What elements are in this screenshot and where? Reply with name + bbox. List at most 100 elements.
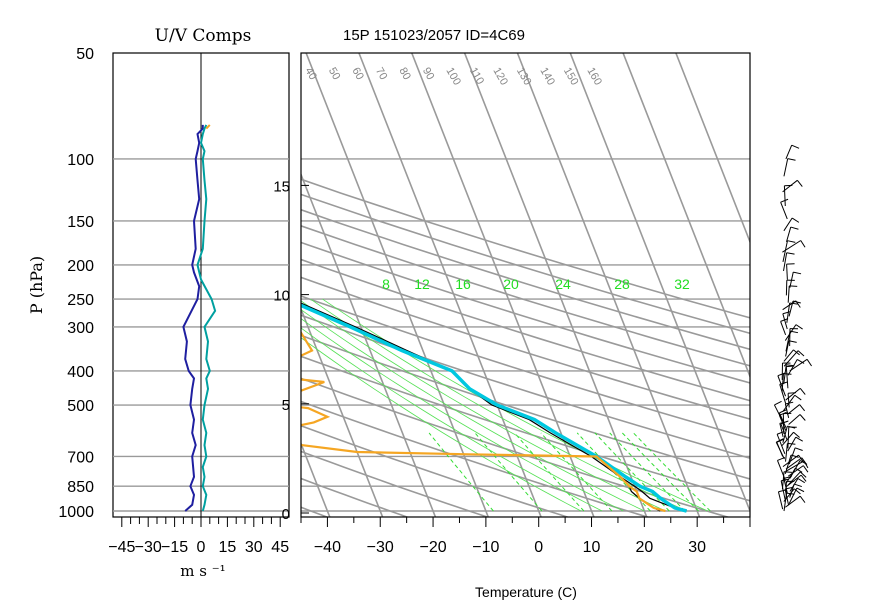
isotherm	[301, 306, 384, 517]
wind-barb	[786, 467, 796, 484]
wind-barb	[783, 252, 788, 272]
wind-barb	[787, 393, 790, 408]
wind-barb-feather	[796, 359, 805, 364]
wind-barb-feather	[780, 420, 789, 425]
wind-barb-feather	[775, 438, 784, 443]
wind-barb-feather	[791, 144, 800, 149]
uv-series-line	[196, 124, 217, 512]
wind-barb	[782, 240, 788, 262]
mixing-ratio-label: 16	[455, 276, 471, 292]
wind-barb-feather	[780, 198, 789, 203]
wind-barb	[787, 426, 790, 449]
mixing-ratio-label: 24	[555, 276, 571, 292]
wind-barb	[785, 330, 791, 352]
theta-e-label: 60	[349, 66, 366, 83]
wind-barb	[788, 465, 804, 477]
wind-barb	[785, 145, 793, 160]
dry-adiabat	[301, 276, 750, 420]
dry-adiabat	[301, 424, 570, 517]
theta-e-label: 100	[443, 66, 463, 88]
isotherm	[305, 53, 490, 517]
wind-barb-feather	[781, 478, 790, 482]
theta-e-label: 90	[420, 66, 437, 83]
wind-barb-feather	[803, 460, 809, 469]
temperature-axis-label: Temperature (C)	[475, 584, 577, 600]
uv-x-tick-label: 0	[197, 539, 206, 556]
wind-barb-feather	[787, 158, 796, 161]
theta-e-label: 110	[467, 66, 486, 87]
theta-e-label: 50	[326, 66, 343, 83]
mixing-ratio-label: 28	[614, 276, 630, 292]
dry-adiabat	[301, 400, 651, 517]
wind-barb	[789, 358, 808, 372]
uv-x-tick-label: −45	[108, 539, 135, 556]
theta-e-label: 40	[302, 66, 319, 83]
wind-barb	[786, 404, 800, 415]
wind-barb	[785, 460, 805, 472]
wind-barb-feather	[788, 392, 797, 394]
isotherm	[516, 53, 701, 517]
wind-barb	[789, 483, 795, 498]
wind-barb-feather	[776, 430, 785, 435]
mixing-ratio-line	[633, 432, 711, 512]
moist-adiabat	[301, 309, 645, 512]
wind-barb-feather	[786, 364, 795, 367]
wind-barb	[783, 158, 789, 177]
temperature-tick-label: −30	[367, 539, 394, 556]
wind-barb	[783, 349, 794, 362]
wind-barb	[783, 217, 793, 232]
theta-e-label: 130	[514, 66, 534, 88]
wind-barb-feather	[786, 365, 795, 368]
wind-barb	[788, 414, 801, 425]
wind-barb-feather	[777, 456, 786, 461]
sounding-line	[301, 330, 666, 513]
sounding-line	[301, 303, 688, 513]
wind-barb	[779, 423, 784, 438]
wind-barb-feather	[796, 487, 805, 493]
wind-barb	[788, 487, 798, 504]
wind-barb	[787, 285, 790, 303]
mixing-ratio-label: 8	[382, 276, 390, 292]
wind-barb-feather	[789, 285, 798, 287]
pressure-tick-label: 150	[67, 214, 94, 231]
wind-barb	[783, 364, 787, 385]
uv-x-tick-label: 30	[245, 539, 263, 556]
dry-adiabat	[301, 295, 750, 440]
wind-barb	[782, 454, 799, 468]
pressure-tick-label: 50	[76, 46, 94, 63]
theta-e-label: 140	[537, 66, 557, 88]
pressure-tick-label: 250	[67, 292, 94, 309]
wind-barb	[783, 350, 799, 367]
isotherm	[622, 53, 750, 379]
pressure-tick-label: 200	[67, 258, 94, 275]
wind-barb-feather	[779, 409, 787, 414]
isotherm	[89, 37, 278, 519]
dry-adiabat	[301, 450, 490, 517]
dry-adiabat	[301, 178, 750, 319]
wind-barb	[787, 359, 798, 376]
wind-barb-feather	[797, 350, 805, 357]
pressure-tick-label: 400	[67, 364, 94, 381]
wind-barb-feather	[799, 388, 806, 395]
wind-barb-feather	[777, 372, 786, 377]
wind-barb-feather	[794, 483, 802, 488]
wind-barb-feather	[790, 226, 799, 230]
pressure-tick-label: 100	[67, 152, 94, 169]
mixing-ratio-line	[428, 432, 494, 512]
wind-barb-feather	[796, 180, 803, 187]
wind-barb-feather	[779, 381, 788, 385]
wind-barb	[773, 404, 784, 422]
wind-barb	[777, 375, 786, 397]
wind-barb	[785, 340, 790, 357]
wind-barb	[782, 179, 798, 193]
mixing-ratio-line	[621, 432, 699, 512]
isotherm	[675, 53, 750, 244]
wind-barb-feather	[799, 471, 807, 478]
wind-barb	[785, 457, 803, 470]
pressure-tick-label: 700	[67, 449, 94, 466]
wind-barb-feather	[789, 302, 798, 305]
wind-barb-feather	[786, 492, 795, 495]
height-km-label: 5	[282, 397, 290, 414]
wind-barb	[784, 403, 790, 419]
wind-barb-feather	[793, 488, 801, 495]
